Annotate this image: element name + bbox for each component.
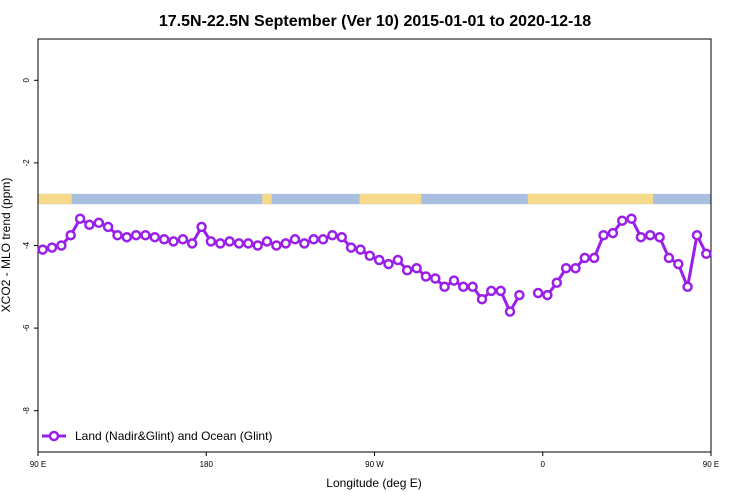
data-point — [476, 293, 488, 305]
series-layer — [37, 213, 712, 317]
data-point — [401, 265, 413, 276]
data-point — [37, 244, 48, 255]
data-point — [439, 281, 450, 293]
data-point — [74, 213, 86, 224]
data-point — [130, 229, 142, 241]
legend-label: Land (Nadir&Glint) and Ocean (Glint) — [75, 429, 272, 443]
land-band — [359, 193, 422, 205]
data-point — [215, 238, 226, 249]
data-point — [691, 229, 703, 241]
data-point — [224, 236, 235, 247]
data-point — [158, 234, 170, 245]
data-point — [345, 242, 357, 253]
data-point — [121, 231, 133, 243]
data-point — [243, 238, 254, 249]
data-point — [355, 244, 366, 255]
data-point — [112, 229, 123, 241]
data-point — [93, 217, 105, 229]
data-point — [448, 275, 460, 286]
land-band — [38, 193, 72, 205]
data-point — [504, 306, 516, 317]
data-point — [196, 221, 207, 233]
data-point — [532, 287, 544, 299]
data-point — [261, 236, 273, 247]
data-point — [467, 281, 478, 293]
data-point — [140, 229, 151, 241]
y-tick-label: -8 — [22, 407, 31, 415]
data-point — [271, 240, 282, 251]
data-point — [233, 238, 245, 249]
data-point — [317, 234, 329, 245]
data-point — [149, 231, 161, 243]
plot-area — [37, 38, 712, 453]
data-point — [364, 250, 376, 262]
data-point — [486, 285, 497, 297]
y-tick-label: 0 — [22, 78, 31, 83]
data-point — [542, 289, 553, 301]
data-point — [252, 240, 263, 251]
data-point — [308, 234, 319, 245]
data-point — [616, 215, 628, 226]
data-point — [186, 238, 198, 249]
data-point — [430, 273, 441, 284]
legend: Land (Nadir&Glint) and Ocean (Glint) — [42, 429, 272, 443]
data-point — [280, 238, 291, 249]
land-ocean-strip — [38, 193, 711, 205]
data-point — [654, 231, 665, 243]
data-point — [598, 229, 609, 241]
data-point — [65, 229, 76, 241]
x-tick-label: 90 W — [365, 460, 384, 469]
data-point — [46, 242, 58, 253]
data-point — [579, 252, 591, 264]
data-point — [635, 231, 647, 243]
y-tick-label: -4 — [22, 241, 31, 249]
data-point — [84, 219, 95, 231]
data-point — [177, 234, 189, 245]
data-point — [588, 252, 600, 264]
data-point — [682, 281, 693, 293]
x-tick-label: 0 — [541, 460, 546, 469]
data-point — [56, 240, 67, 251]
data-point — [299, 238, 310, 249]
data-point — [626, 213, 637, 224]
y-axis-label: XCO2 - MLO trend (ppm) — [0, 178, 13, 313]
data-point — [383, 258, 394, 270]
x-tick-label: 180 — [200, 460, 214, 469]
data-point — [336, 231, 348, 243]
data-point — [701, 248, 712, 260]
data-point — [570, 262, 581, 274]
x-axis: 90 E 180 90 W 0 90 E — [30, 452, 719, 469]
data-point — [551, 277, 563, 288]
data-point — [560, 262, 572, 274]
data-point — [673, 258, 684, 270]
x-axis-label: Longitude (deg E) — [326, 476, 421, 490]
data-point — [495, 285, 506, 297]
data-point — [392, 254, 404, 266]
data-point — [102, 221, 114, 233]
land-band — [527, 193, 654, 205]
data-point — [168, 236, 179, 247]
data-point — [373, 254, 385, 266]
x-tick-label: 90 E — [30, 460, 46, 469]
data-point — [514, 289, 525, 301]
x-tick-label: 90 E — [703, 460, 719, 469]
y-tick-label: -2 — [22, 159, 31, 167]
land-band — [262, 193, 272, 205]
data-point — [644, 229, 656, 241]
legend-marker-swatch — [48, 430, 60, 442]
data-point — [607, 227, 619, 239]
y-tick-label: -6 — [22, 324, 31, 332]
data-point — [327, 229, 338, 241]
series-line — [537, 217, 708, 297]
y-axis: 0 -2 -4 -6 -8 — [22, 78, 38, 415]
data-point — [289, 234, 301, 245]
data-point — [420, 271, 432, 282]
data-point — [411, 262, 422, 274]
data-point — [663, 252, 675, 264]
data-point — [205, 236, 217, 247]
data-point — [458, 281, 469, 293]
chart-title: 17.5N-22.5N September (Ver 10) 2015-01-0… — [159, 13, 591, 30]
